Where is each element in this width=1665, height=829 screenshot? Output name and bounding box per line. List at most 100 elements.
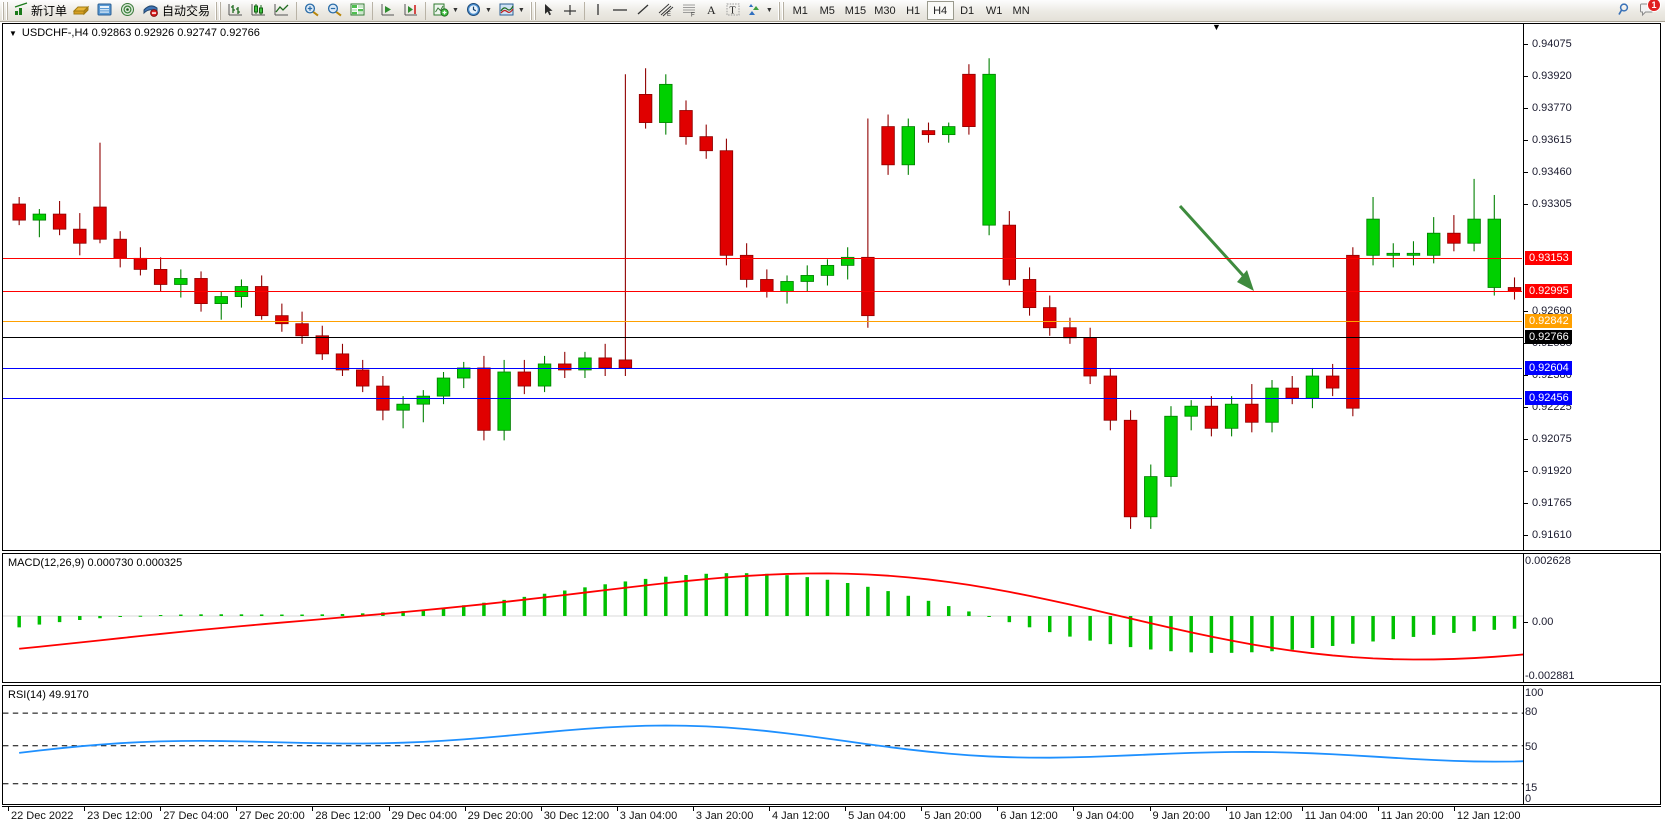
templates-button[interactable]: ▼	[495, 1, 528, 21]
zoom-out-button[interactable]	[323, 1, 346, 21]
horizontal-line-button[interactable]	[608, 1, 632, 21]
new-order-button[interactable]: 新订单	[11, 1, 70, 21]
tick-mark	[1524, 75, 1528, 77]
alerts-button[interactable]: 1	[1636, 0, 1661, 21]
rsi-plot[interactable]	[3, 686, 1660, 804]
time-tick	[84, 807, 86, 811]
time-axis-label: 5 Jan 20:00	[924, 810, 982, 822]
cursor-button[interactable]	[539, 1, 559, 21]
level-tag-support-1[interactable]: 0.92604	[1525, 361, 1572, 375]
level-tag-resistance-2[interactable]: 0.93153	[1525, 251, 1572, 265]
bar-chart-button[interactable]	[224, 1, 247, 21]
toolbar-grip-4[interactable]	[777, 1, 785, 20]
equidistant-channel-button[interactable]: E	[654, 1, 678, 21]
line-chart-button[interactable]	[270, 1, 293, 21]
text-box-button[interactable]: T	[722, 1, 744, 21]
fibonacci-button[interactable]: F	[678, 1, 702, 21]
shapes-button[interactable]: ▼	[744, 1, 776, 21]
timeframe-d1[interactable]: D1	[960, 4, 975, 17]
chart-area: 0.94075 0.93920 0.93770 0.93615 0.93460 …	[0, 22, 1665, 829]
macd-axis: 0.002628 0.00 -0.002881	[1523, 554, 1660, 682]
candlestick-chart-button[interactable]	[247, 1, 270, 21]
macd-plot[interactable]	[3, 554, 1660, 682]
vertical-line-button[interactable]	[588, 1, 608, 21]
toolbar-grip-2[interactable]	[215, 1, 223, 20]
time-tick	[1301, 807, 1303, 811]
level-tag-support-2[interactable]: 0.92456	[1525, 391, 1572, 405]
candlestick-chart-icon	[250, 2, 267, 20]
rsi-label: RSI(14) 49.9170	[8, 689, 89, 701]
level-line-resistance-2[interactable]	[3, 256, 1528, 262]
level-line-support-2[interactable]	[3, 396, 1528, 402]
templates-dropdown-arrow[interactable]: ▼	[517, 7, 525, 14]
timeframe-mn[interactable]: MN	[1012, 4, 1030, 17]
price-tick: 0.93305	[1524, 198, 1661, 210]
price-tick-label: 0.91765	[1532, 497, 1572, 509]
time-axis[interactable]: 22 Dec 2022 23 Dec 12:00 27 Dec 04:00 27 De…	[2, 806, 1661, 828]
rsi-tick: 0	[1524, 793, 1661, 805]
timeframe-m15[interactable]: M15	[844, 4, 867, 17]
trendline-button[interactable]	[632, 1, 654, 21]
shift-end-button[interactable]	[399, 1, 422, 21]
level-line-pivot[interactable]	[3, 319, 1528, 325]
shift-start-button[interactable]	[376, 1, 399, 21]
timeframe-h1[interactable]: H1	[906, 4, 921, 17]
timeframe-m30[interactable]: M30	[874, 4, 896, 17]
grid-button[interactable]	[346, 1, 369, 21]
rsi-scale-label: 15	[1525, 782, 1538, 794]
zoom-in-button[interactable]	[300, 1, 323, 21]
timeframe-w1[interactable]: W1	[985, 4, 1003, 17]
chart-scroll-caret[interactable]: ▼	[1212, 22, 1221, 32]
add-indicator-dropdown-arrow[interactable]: ▼	[452, 7, 459, 14]
toolbar-grip-3[interactable]	[529, 1, 537, 20]
macd-label: MACD(12,26,9) 0.000730 0.000325	[8, 557, 183, 569]
rsi-pane[interactable]: 100 80 50 15 0 RSI(14) 49.9170	[2, 685, 1661, 805]
macd-scale-label: 0.002628	[1525, 555, 1571, 567]
market-watch-button[interactable]	[93, 1, 116, 21]
price-pane[interactable]: 0.94075 0.93920 0.93770 0.93615 0.93460 …	[2, 23, 1661, 551]
down-arrow-annotation[interactable]	[3, 24, 1660, 550]
price-axis[interactable]: 0.94075 0.93920 0.93770 0.93615 0.93460 …	[1523, 24, 1660, 550]
period-dropdown-arrow[interactable]: ▼	[484, 7, 492, 14]
time-tick	[921, 807, 923, 811]
text-label-icon: A	[705, 2, 719, 20]
price-tick: 0.94075	[1524, 38, 1661, 50]
chart-menu-caret-icon[interactable]: ▼	[9, 28, 17, 38]
search-button[interactable]	[1614, 1, 1636, 21]
fibonacci-icon: F	[681, 2, 699, 20]
tick-mark	[1524, 43, 1528, 45]
horizontal-line-icon	[611, 2, 629, 20]
gold-bars-button[interactable]	[70, 1, 93, 21]
level-line-support-1[interactable]	[3, 366, 1528, 372]
time-axis-label: 4 Jan 12:00	[772, 810, 830, 822]
time-axis-label: 28 Dec 12:00	[315, 810, 381, 822]
price-plot[interactable]	[3, 24, 1660, 550]
timeframe-h4[interactable]: H4	[926, 1, 954, 20]
level-line-resistance-1[interactable]	[3, 289, 1528, 295]
time-tick	[845, 807, 847, 811]
rsi-scale-label: 80	[1525, 706, 1538, 718]
shapes-dropdown-arrow[interactable]: ▼	[765, 7, 773, 14]
price-tick-label: 0.92075	[1532, 433, 1572, 445]
data-window-icon	[119, 2, 136, 20]
text-label-button[interactable]: A	[702, 1, 722, 21]
tick-mark	[1524, 107, 1528, 109]
shapes-icon	[747, 2, 763, 20]
data-window-button[interactable]	[116, 1, 139, 21]
level-tag-pivot[interactable]: 0.92842	[1525, 314, 1572, 328]
timeframe-m1[interactable]: M1	[792, 4, 808, 17]
add-indicator-button[interactable]: ▼	[429, 1, 462, 21]
macd-tick: -0.002881	[1524, 670, 1661, 682]
toolbar-grip[interactable]	[2, 1, 9, 20]
autotrading-button[interactable]: 自动交易	[139, 1, 213, 21]
period-button[interactable]: ▼	[462, 1, 495, 21]
crosshair-button[interactable]	[559, 1, 581, 21]
level-tag-resistance-1[interactable]: 0.92995	[1525, 284, 1572, 298]
time-axis-label: 10 Jan 12:00	[1228, 810, 1293, 822]
search-icon	[1617, 2, 1633, 20]
tick-mark	[1524, 438, 1528, 440]
tick-mark	[1524, 374, 1528, 376]
macd-pane[interactable]: 0.002628 0.00 -0.002881 MACD(12,26,9) 0.…	[2, 553, 1661, 683]
timeframe-m5[interactable]: M5	[819, 4, 835, 17]
rsi-series	[3, 712, 1660, 785]
